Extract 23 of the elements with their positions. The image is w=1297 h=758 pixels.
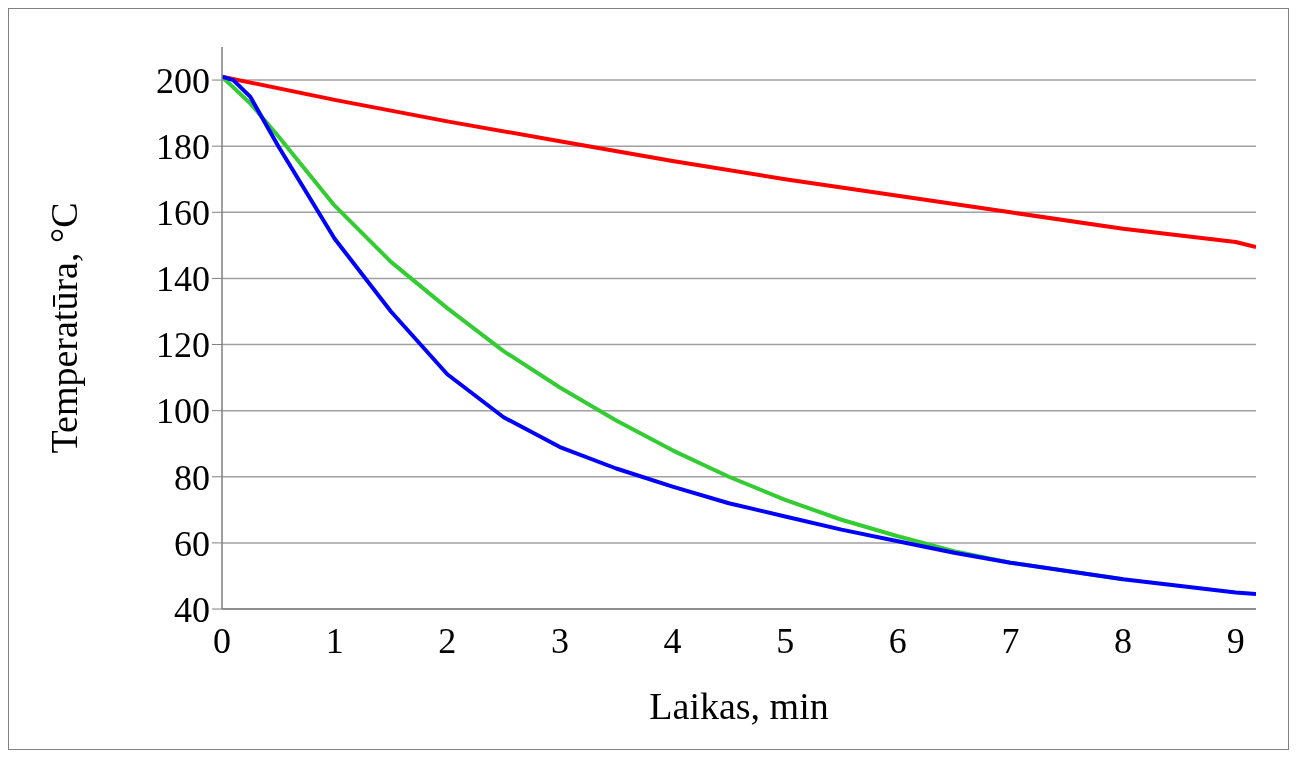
y-tick-label: 60 <box>174 523 210 564</box>
y-tick-label: 180 <box>156 126 210 167</box>
x-tick-label: 3 <box>550 620 569 661</box>
y-tick-label: 100 <box>156 391 210 432</box>
y-tick-label: 160 <box>156 193 210 234</box>
y-tick-label: 140 <box>156 259 210 300</box>
x-tick-label: 0 <box>213 620 231 661</box>
x-tick-label: 8 <box>1114 620 1133 661</box>
line-series <box>222 74 1256 597</box>
y-tick-label: 80 <box>174 457 210 498</box>
x-tick-label: 5 <box>776 620 795 661</box>
y-tick-label: 40 <box>174 589 210 630</box>
x-axis-title: Laikas, min <box>649 685 829 727</box>
x-tick-label: 4 <box>663 620 682 661</box>
x-tick-label: 9 <box>1226 620 1245 661</box>
x-tick-label: 7 <box>1001 620 1020 661</box>
x-tick-label: 1 <box>325 620 344 661</box>
x-tick-label: 6 <box>888 620 907 661</box>
y-tick-label: 120 <box>156 325 210 366</box>
line-series <box>222 74 1256 250</box>
y-tick-label: 200 <box>156 60 210 101</box>
y-axis-title: Temperatūra, °C <box>43 202 86 454</box>
x-tick-label: 2 <box>438 620 457 661</box>
